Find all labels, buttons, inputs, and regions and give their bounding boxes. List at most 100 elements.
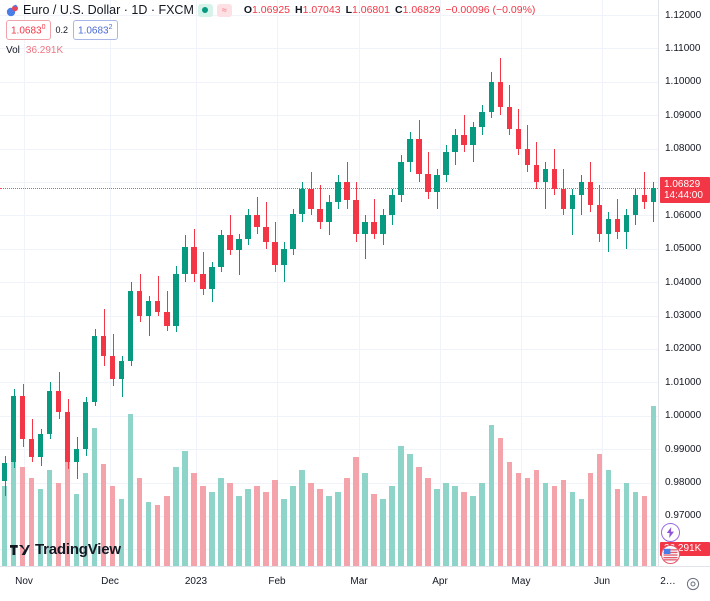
candle-body [344, 182, 350, 201]
volume-bar [344, 478, 350, 566]
candle-body [452, 135, 458, 152]
grid-line-horizontal [0, 482, 658, 484]
indicator-parameter: 0.2 [55, 25, 69, 35]
indicator-price-boxes: 1.06830 0.2 1.06832 [6, 20, 535, 40]
candle-wick [239, 233, 240, 276]
candle-wick [644, 172, 645, 209]
volume-bar [650, 406, 657, 566]
candle-body [19, 395, 26, 440]
volume-bar [551, 486, 558, 566]
candle-body [1, 462, 8, 481]
time-tick-label: Apr [432, 576, 448, 587]
volume-bar [542, 482, 549, 566]
volume-bar [46, 470, 53, 566]
volume-bar [82, 473, 89, 566]
green-dot-icon [202, 7, 209, 13]
price-tick-label: 0.97000 [665, 510, 702, 522]
chart-legend: Euro / U.S. Dollar · 1D · FXCM ≈ O 1.0692… [6, 2, 535, 57]
grid-line-vertical [440, 0, 441, 566]
volume-bar [28, 478, 35, 566]
volume-bar [317, 489, 323, 566]
candle-body [200, 273, 206, 289]
candle-body [398, 162, 404, 196]
floating-icon-buttons [661, 523, 680, 564]
candle-wick [320, 185, 321, 229]
candle-body [73, 449, 80, 463]
time-tick-label: Feb [268, 576, 286, 587]
candle-wick [158, 275, 159, 316]
candle-body [37, 434, 44, 458]
candle-body [623, 215, 630, 233]
candle-body [100, 335, 107, 356]
ohlc-value: 1.06829 [402, 4, 441, 16]
time-tick-label: Nov [15, 576, 33, 587]
volume-bar [416, 466, 422, 566]
volume-bar [632, 492, 639, 566]
volume-bar [515, 473, 522, 566]
candle-body [614, 218, 621, 233]
grid-line-vertical [24, 0, 25, 566]
candle-body [218, 235, 224, 268]
time-axis[interactable]: Nov Dec 2023 Feb Mar Apr May Jun 2… [0, 566, 710, 601]
candle-body [434, 175, 440, 192]
grid-line-horizontal [0, 449, 658, 451]
grid-line-vertical [196, 0, 197, 566]
volume-bar [91, 428, 98, 566]
candle-body [578, 182, 585, 196]
volume-bar [605, 470, 612, 566]
us-flag-icon[interactable] [661, 545, 680, 564]
volume-bar [371, 494, 377, 566]
volume-bar [326, 495, 332, 566]
lower-band-value[interactable]: 1.06830 [6, 20, 51, 40]
time-tick-label: Jun [593, 576, 611, 587]
volume-bar [335, 492, 341, 566]
candle-wick [257, 197, 258, 234]
volume-bar [10, 441, 17, 566]
candle-body [551, 168, 558, 189]
candle-body [173, 273, 179, 326]
ohlc-label: C [394, 4, 403, 16]
volume-bar [173, 466, 179, 566]
chart-pane[interactable] [0, 0, 658, 566]
candle-body [10, 395, 17, 463]
price-tick-label: 1.05000 [665, 243, 702, 255]
volume-bar [560, 479, 567, 566]
volume-bar [398, 446, 404, 566]
ohlc-value: 1.07043 [302, 4, 341, 16]
volume-bar [227, 482, 233, 566]
price-axis[interactable]: 1.120001.110001.100001.090001.080001.070… [658, 0, 710, 566]
price-tick-label: 1.03000 [665, 310, 702, 322]
tradingview-logo[interactable]: TradingView [10, 541, 121, 558]
price-change: −0.00096 (−0.09%) [445, 4, 536, 16]
settings-chip-icon[interactable]: ≈ [216, 3, 232, 17]
volume-bar [182, 450, 188, 566]
candle-body [245, 215, 251, 239]
candle-wick [527, 125, 528, 172]
candle-body [299, 188, 305, 214]
candle-body [416, 138, 422, 174]
volume-bar [272, 479, 278, 566]
candle-body [560, 188, 567, 209]
price-tick-label: 1.04000 [665, 276, 702, 288]
price-tick-label: 1.01000 [665, 376, 702, 388]
candle-body [371, 222, 377, 234]
chart-settings-icon[interactable] [686, 577, 700, 591]
candle-wick [545, 162, 546, 209]
price-tick-label: 1.02000 [665, 343, 702, 355]
candle-body [380, 215, 386, 234]
candle-body [145, 300, 152, 316]
lightning-bolt-icon[interactable] [661, 523, 680, 542]
volume-bar [470, 495, 476, 566]
upper-band-value[interactable]: 1.06832 [73, 20, 118, 40]
candle-wick [266, 202, 267, 249]
volume-bar [1, 486, 8, 566]
visibility-toggle-icon[interactable] [197, 3, 213, 17]
time-tick-label: Dec [101, 576, 119, 587]
ohlc-label: O [243, 4, 253, 16]
volume-bar [596, 454, 603, 566]
candle-body [272, 242, 278, 266]
candle-wick [365, 215, 366, 259]
volume-bar [209, 492, 215, 566]
volume-bar [461, 492, 467, 566]
grid-line-vertical [602, 0, 603, 566]
